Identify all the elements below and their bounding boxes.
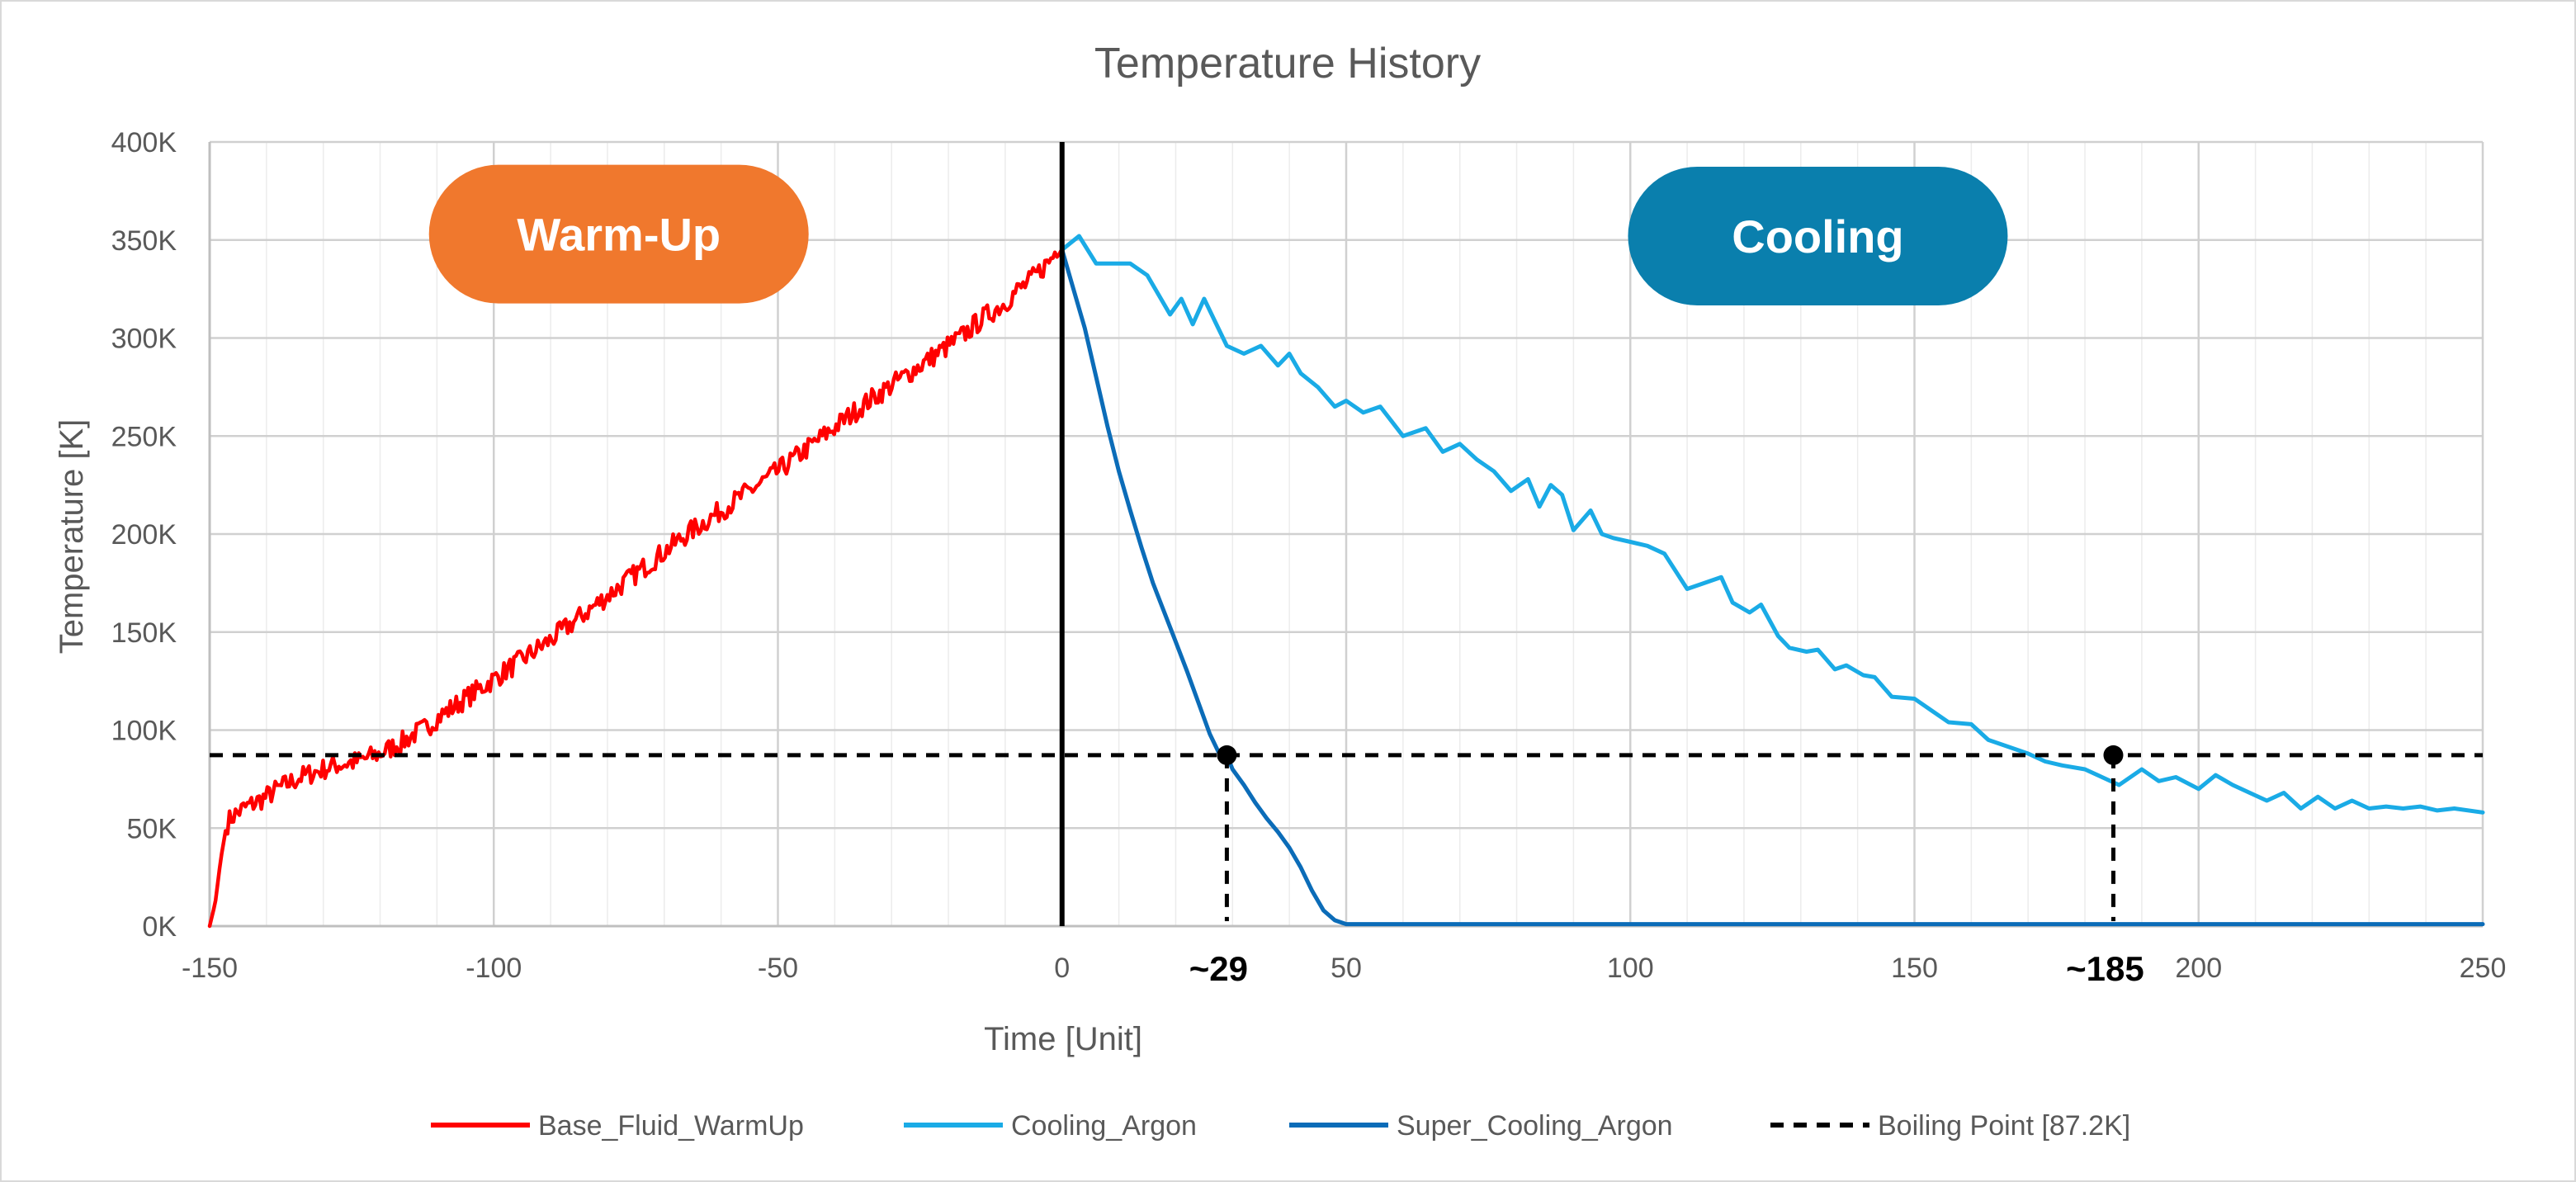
series-line-cooling-argon xyxy=(1060,234,2485,815)
chart-title: Temperature History xyxy=(1094,40,1481,87)
y-tick-label: 150K xyxy=(111,617,177,649)
phase-badge-label: Cooling xyxy=(1732,210,1903,262)
legend-item-boiling-point-87-2k: Boiling Point [87.2K] xyxy=(1770,1110,2130,1142)
y-axis-label: Temperature [K] xyxy=(54,419,90,655)
phase-badge-label: Warm-Up xyxy=(517,209,721,261)
y-tick-label: 300K xyxy=(111,324,177,355)
series-line-base-fluid-warmup xyxy=(207,248,1063,929)
y-tick-label: 100K xyxy=(111,716,177,747)
legend-label: Boiling Point [87.2K] xyxy=(1878,1110,2130,1142)
legend-label: Super_Cooling_Argon xyxy=(1397,1110,1673,1142)
series-layer xyxy=(207,234,2485,929)
x-tick-label: -50 xyxy=(758,953,798,984)
phase-badge-background xyxy=(428,164,809,304)
x-tick-label: 200 xyxy=(2175,953,2222,984)
legend-label: Cooling_Argon xyxy=(1011,1110,1197,1142)
y-tick-label: 350K xyxy=(111,225,177,257)
legend-item-super-cooling-argon: Super_Cooling_Argon xyxy=(1289,1110,1673,1142)
phase-badge-background xyxy=(1628,167,2008,305)
x-tick-label: 150 xyxy=(1891,953,1938,984)
y-axis-ticks: 0K 50K 100K 150K 200K 250K 300K 350K 400K xyxy=(111,127,177,943)
legend-item-base-fluid-warmup: Base_Fluid_WarmUp xyxy=(431,1110,804,1142)
crossing-point-marker xyxy=(1217,745,1237,765)
crossing-point-label: ~29 xyxy=(1189,949,1248,988)
x-tick-label: 250 xyxy=(2460,953,2507,984)
x-tick-label: 50 xyxy=(1331,953,1362,984)
x-tick-label: -100 xyxy=(466,953,522,984)
x-tick-label: -150 xyxy=(182,953,238,984)
y-tick-label: 400K xyxy=(111,127,177,158)
legend: Base_Fluid_WarmUp Cooling_Argon Super_Cool… xyxy=(431,1110,2130,1142)
legend-label: Base_Fluid_WarmUp xyxy=(538,1110,804,1142)
legend-item-cooling-argon: Cooling_Argon xyxy=(904,1110,1197,1142)
y-tick-label: 0K xyxy=(142,911,177,943)
annotation-layer: ~29 ~185 Warm-Up Cooling xyxy=(428,142,2144,988)
x-tick-label: 100 xyxy=(1607,953,1654,984)
x-tick-label: 0 xyxy=(1054,953,1070,984)
y-tick-label: 200K xyxy=(111,519,177,551)
crossing-point-label: ~185 xyxy=(2066,949,2144,988)
x-axis-ticks: -150 -100 -50 0 50 100 150 200 250 xyxy=(182,953,2506,984)
phase-badge-warm-up: Warm-Up xyxy=(428,164,809,304)
x-axis-label: Time [Unit] xyxy=(984,1021,1142,1057)
y-tick-label: 250K xyxy=(111,421,177,452)
y-tick-label: 50K xyxy=(127,813,177,844)
crossing-point-marker xyxy=(2103,745,2124,765)
series-line-super-cooling-argon xyxy=(1060,248,2485,927)
phase-badge-cooling: Cooling xyxy=(1628,167,2008,305)
